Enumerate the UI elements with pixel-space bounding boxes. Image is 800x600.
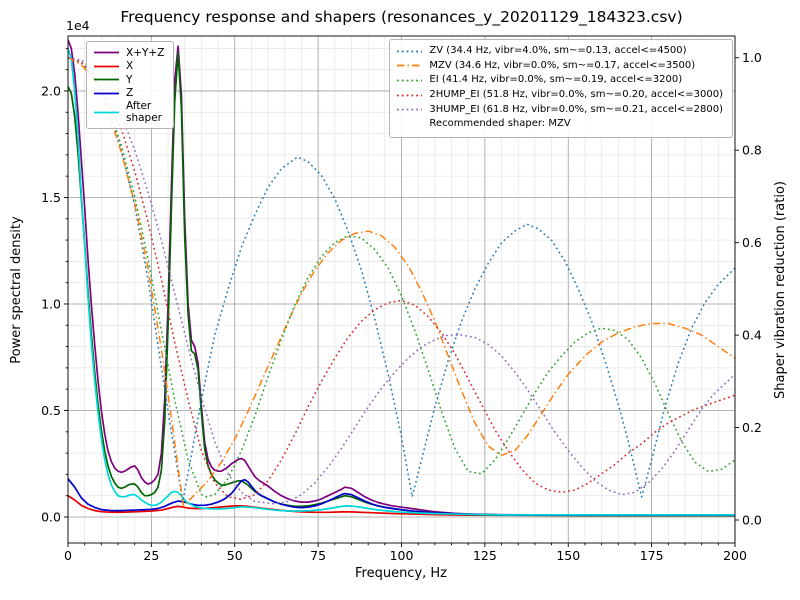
legend-item: After shaper [94,100,164,124]
legend-line-sample [397,104,423,115]
tick-label: 1.5 [41,190,61,205]
legend-item-label: After shaper [126,100,163,124]
legend-item-label: Z [126,87,134,100]
y-axis-label-left: Power spectral density [9,216,24,364]
ticks [64,47,739,547]
legend-psd: X+Y+Z X Y Z After shaper [86,41,175,129]
legend-item-label: Y [126,73,133,86]
legend-item-label: 2HUMP_EI (51.8 Hz, vibr=0.0%, sm~=0.20, … [429,89,723,101]
tick-label: 50 [227,548,243,563]
legend-item: Z [94,87,164,101]
legend-item-label: 3HUMP_EI (61.8 Hz, vibr=0.0%, sm~=0.21, … [429,103,723,115]
tick-label: 0.0 [41,509,61,524]
legend-item-label: EI (41.4 Hz, vibr=0.0%, sm~=0.19, accel<… [429,74,683,86]
tick-label: 100 [390,548,414,563]
legend-item: X [94,60,164,74]
legend-line-sample [94,107,119,118]
tick-label: 0.0 [742,512,762,527]
y-axis-label-right: Shaper vibration reduction (ratio) [773,181,788,399]
legend-line-sample [397,46,423,57]
legend-line-sample [397,75,423,86]
tick-label: 1.0 [742,50,762,65]
recommended-shaper-label: Recommended shaper: MZV [429,118,571,130]
legend-empty-sample [397,119,422,130]
tick-label: 0.6 [742,235,762,250]
legend-item-label: MZV (34.6 Hz, vibr=0.0%, sm~=0.17, accel… [429,59,696,71]
series-3hump-ei [68,56,735,505]
series-2hump-ei [68,56,735,500]
tick-label: 150 [556,548,580,563]
tick-label: 200 [723,548,747,563]
legend-line-sample [94,47,119,58]
series-x-y-z [68,39,735,516]
tick-label: 2.0 [41,83,61,98]
legend-item: ZV (34.4 Hz, vibr=4.0%, sm~=0.13, accel<… [397,44,723,59]
legend-item: 2HUMP_EI (51.8 Hz, vibr=0.0%, sm~=0.20, … [397,88,723,103]
legend-line-sample [397,90,423,101]
legend-item: EI (41.4 Hz, vibr=0.0%, sm~=0.19, accel<… [397,73,723,88]
legend-line-sample [94,61,119,72]
tick-label: 1.0 [41,296,61,311]
legend-item: 3HUMP_EI (61.8 Hz, vibr=0.0%, sm~=0.21, … [397,102,723,117]
legend-item-label: X+Y+Z [126,46,165,59]
curves [68,39,735,517]
tick-labels: 0 25 50 75 100 125 150 175 200 0.0 0.5 1.0 1.5 2.0 0.0… [41,50,762,563]
series-zv [68,56,735,503]
legend-item-label: ZV (34.4 Hz, vibr=4.0%, sm~=0.13, accel<… [429,45,687,57]
tick-label: 25 [143,548,159,563]
series-mzv [68,57,735,507]
legend-shapers: ZV (34.4 Hz, vibr=4.0%, sm~=0.13, accel<… [389,39,733,138]
series-x [68,494,735,517]
legend-item-label: X [126,60,134,73]
tick-label: 0 [64,548,72,563]
series-z [68,478,735,517]
legend-line-sample [94,74,119,85]
legend-item-recommended: Recommended shaper: MZV [397,117,723,132]
tick-label: 0.5 [41,403,61,418]
tick-label: 75 [310,548,326,563]
tick-label: 125 [473,548,497,563]
series-y [68,51,735,517]
tick-label: 0.8 [742,142,762,157]
axis-offset-label: 1e4 [66,18,90,33]
legend-item: X+Y+Z [94,46,164,60]
legend-item: MZV (34.6 Hz, vibr=0.0%, sm~=0.17, accel… [397,59,723,74]
chart-title: Frequency response and shapers (resonanc… [120,8,683,26]
legend-line-sample [94,88,119,99]
x-axis-label: Frequency, Hz [355,566,447,581]
tick-label: 175 [640,548,664,563]
legend-line-sample [397,60,423,71]
tick-label: 0.2 [742,420,762,435]
tick-label: 0.4 [742,327,762,342]
series-ei [68,56,735,498]
legend-item: Y [94,73,164,87]
